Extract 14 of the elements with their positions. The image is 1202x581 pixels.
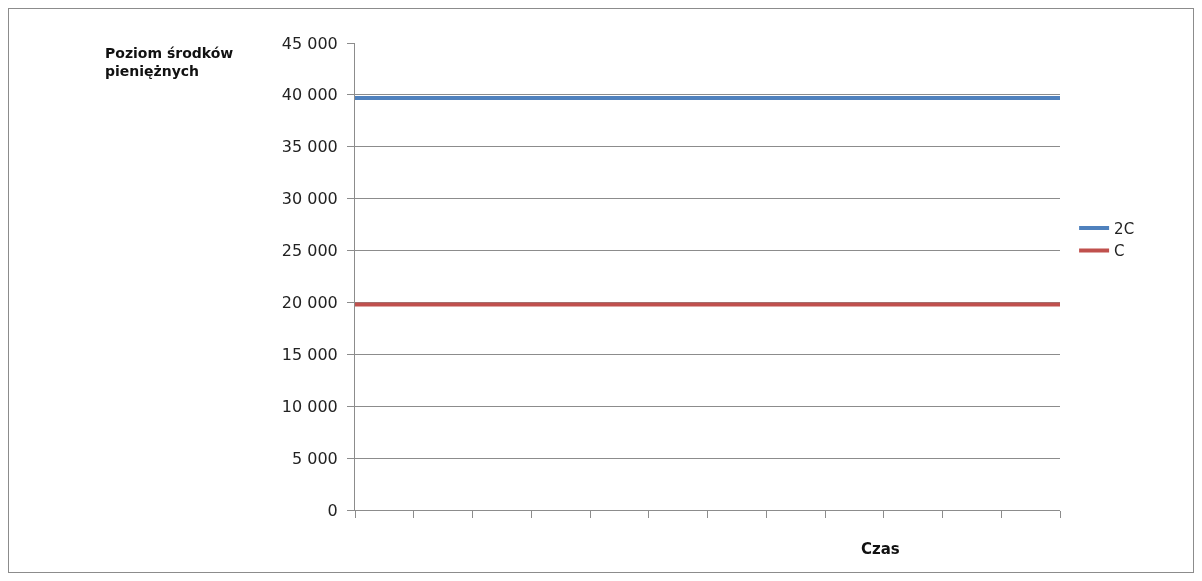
y-tick-label: 10 000: [281, 396, 338, 416]
y-axis-title: Poziom środków pieniężnych: [105, 45, 234, 80]
y-tick-label: 20 000: [281, 293, 338, 313]
legend-label: C: [1114, 242, 1125, 261]
y-tick-label: 5 000: [291, 448, 338, 468]
legend-label: 2C: [1114, 219, 1135, 238]
y-tick-label: 40 000: [281, 85, 338, 105]
y-tick-label: 0: [327, 500, 338, 520]
y-tick-label: 30 000: [281, 189, 338, 209]
y-tick-label: 45 000: [281, 33, 338, 53]
y-tick-label: 15 000: [281, 344, 338, 364]
x-axis-title: Czas: [861, 540, 900, 558]
y-tick-label: 35 000: [281, 137, 338, 157]
y-tick-label: 25 000: [281, 241, 338, 261]
